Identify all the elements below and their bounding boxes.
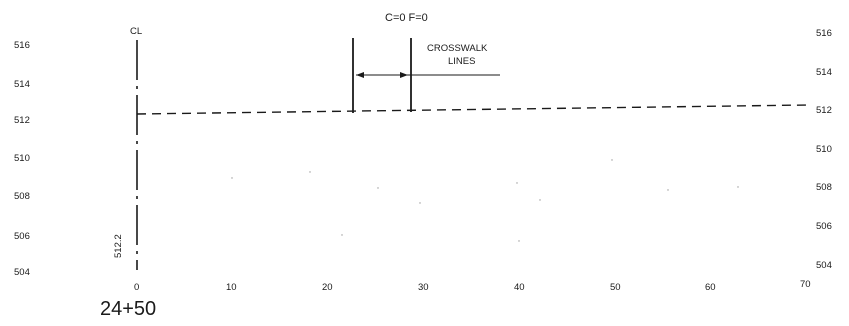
left-elevation-label: 516 — [14, 40, 30, 51]
offset-label: 50 — [610, 282, 621, 293]
offset-label: 0 — [134, 282, 139, 293]
offset-label: 30 — [418, 282, 429, 293]
crosswalk-marker: CROSSWALK LINES — [352, 38, 500, 113]
arrowhead-left-icon — [356, 72, 364, 78]
profile-line — [136, 104, 809, 115]
right-elevation-label: 514 — [816, 67, 832, 78]
cut-fill-label: C=0 F=0 — [385, 12, 428, 24]
left-elevation-label: 512 — [14, 115, 30, 126]
right-elevation-label: 508 — [816, 182, 832, 193]
left-elevation-label: 510 — [14, 153, 30, 164]
right-elevation-axis: 516 514 512 510 508 506 504 — [816, 28, 832, 271]
left-elevation-label: 506 — [14, 231, 30, 242]
right-elevation-label: 512 — [816, 105, 832, 116]
offset-axis: 0 10 20 30 40 50 60 70 — [134, 279, 811, 293]
arrowhead-right-icon — [400, 72, 408, 78]
offset-label: 40 — [514, 282, 525, 293]
offset-label: 60 — [705, 282, 716, 293]
scan-specks — [231, 159, 739, 242]
offset-label: 20 — [322, 282, 333, 293]
left-elevation-label: 514 — [14, 79, 30, 90]
elevation-note: 512.2 — [113, 234, 124, 258]
centerline-label: CL — [130, 26, 142, 37]
crosswalk-label-line1: CROSSWALK — [427, 43, 488, 54]
offset-label: 70 — [800, 279, 811, 290]
right-elevation-label: 506 — [816, 221, 832, 232]
left-elevation-label: 508 — [14, 191, 30, 202]
station-label: 24+50 — [100, 298, 156, 320]
offset-label: 10 — [226, 282, 237, 293]
left-elevation-axis: 516 514 512 510 508 506 504 — [14, 40, 30, 278]
right-elevation-label: 516 — [816, 28, 832, 39]
right-elevation-label: 504 — [816, 260, 832, 271]
right-elevation-label: 510 — [816, 144, 832, 155]
left-elevation-label: 504 — [14, 267, 30, 278]
crosswalk-label-line2: LINES — [448, 56, 475, 67]
